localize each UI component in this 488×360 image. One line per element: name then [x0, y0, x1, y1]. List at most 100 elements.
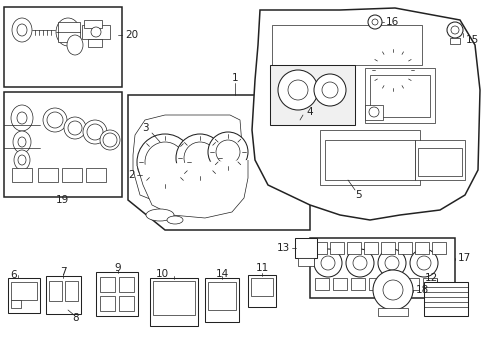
Text: 9: 9: [115, 263, 121, 273]
Circle shape: [83, 120, 107, 144]
Text: 17: 17: [457, 253, 470, 263]
Bar: [119, 277, 134, 292]
Circle shape: [377, 249, 405, 277]
Bar: [346, 242, 360, 254]
Bar: [4, 92, 122, 197]
Bar: [329, 242, 343, 254]
Circle shape: [416, 256, 430, 270]
Circle shape: [313, 249, 341, 277]
Circle shape: [68, 121, 82, 135]
Bar: [204, 278, 239, 322]
Bar: [12, 168, 32, 182]
Circle shape: [321, 82, 337, 98]
Circle shape: [64, 117, 86, 139]
Text: 20: 20: [125, 30, 138, 40]
Bar: [332, 278, 346, 290]
Bar: [247, 275, 275, 307]
Bar: [417, 148, 461, 176]
Bar: [294, 238, 316, 258]
Bar: [274, 130, 285, 138]
Ellipse shape: [146, 209, 174, 221]
Bar: [274, 120, 285, 128]
Bar: [274, 140, 285, 148]
Circle shape: [43, 108, 67, 132]
Bar: [258, 105, 304, 165]
Bar: [287, 110, 297, 118]
Bar: [62, 168, 82, 182]
Polygon shape: [133, 115, 242, 205]
Bar: [65, 281, 78, 301]
Ellipse shape: [67, 35, 83, 55]
Text: 5: 5: [354, 190, 361, 200]
Bar: [119, 296, 134, 311]
Bar: [49, 281, 62, 301]
Bar: [100, 296, 115, 311]
Bar: [449, 38, 459, 44]
Ellipse shape: [14, 150, 30, 170]
Circle shape: [382, 280, 402, 300]
Bar: [325, 140, 414, 180]
Bar: [386, 278, 400, 290]
Bar: [150, 278, 198, 326]
Bar: [274, 150, 285, 158]
Circle shape: [183, 142, 216, 174]
Circle shape: [137, 134, 193, 190]
Circle shape: [91, 27, 101, 37]
Text: 14: 14: [215, 269, 228, 279]
Bar: [287, 130, 297, 138]
Circle shape: [176, 134, 224, 182]
Bar: [422, 278, 436, 290]
Ellipse shape: [11, 105, 33, 131]
Text: 13: 13: [276, 243, 289, 253]
Bar: [100, 277, 115, 292]
Circle shape: [409, 249, 437, 277]
Circle shape: [450, 26, 458, 34]
Ellipse shape: [12, 18, 32, 42]
Ellipse shape: [167, 216, 183, 224]
Text: 2: 2: [128, 170, 135, 180]
Circle shape: [320, 256, 334, 270]
Bar: [364, 105, 382, 120]
Circle shape: [103, 133, 117, 147]
Circle shape: [446, 22, 462, 38]
Text: 16: 16: [385, 17, 398, 27]
Bar: [363, 242, 377, 254]
Bar: [397, 242, 411, 254]
Polygon shape: [137, 160, 247, 218]
Bar: [369, 75, 429, 117]
Text: 12: 12: [424, 273, 437, 283]
Circle shape: [87, 124, 103, 140]
Circle shape: [216, 140, 240, 164]
Circle shape: [287, 80, 307, 100]
Bar: [46, 276, 81, 314]
Ellipse shape: [18, 155, 26, 165]
Bar: [364, 68, 434, 123]
Bar: [262, 120, 271, 128]
Bar: [309, 238, 454, 298]
Bar: [11, 300, 21, 308]
Circle shape: [368, 107, 378, 117]
Ellipse shape: [18, 137, 26, 147]
Circle shape: [346, 249, 373, 277]
Polygon shape: [251, 8, 479, 220]
Bar: [96, 272, 138, 316]
Ellipse shape: [62, 25, 74, 39]
Polygon shape: [128, 95, 309, 230]
Bar: [262, 140, 271, 148]
Bar: [153, 281, 195, 315]
Text: 15: 15: [465, 35, 478, 45]
Circle shape: [207, 132, 247, 172]
Text: 8: 8: [73, 313, 79, 323]
Bar: [274, 110, 285, 118]
Bar: [319, 130, 419, 185]
Text: 18: 18: [415, 285, 428, 295]
Ellipse shape: [13, 131, 31, 153]
Circle shape: [286, 100, 292, 106]
Bar: [271, 25, 421, 65]
Circle shape: [384, 256, 398, 270]
Bar: [431, 242, 445, 254]
Ellipse shape: [17, 24, 27, 36]
Bar: [262, 110, 271, 118]
Bar: [287, 140, 297, 148]
Bar: [88, 39, 102, 47]
